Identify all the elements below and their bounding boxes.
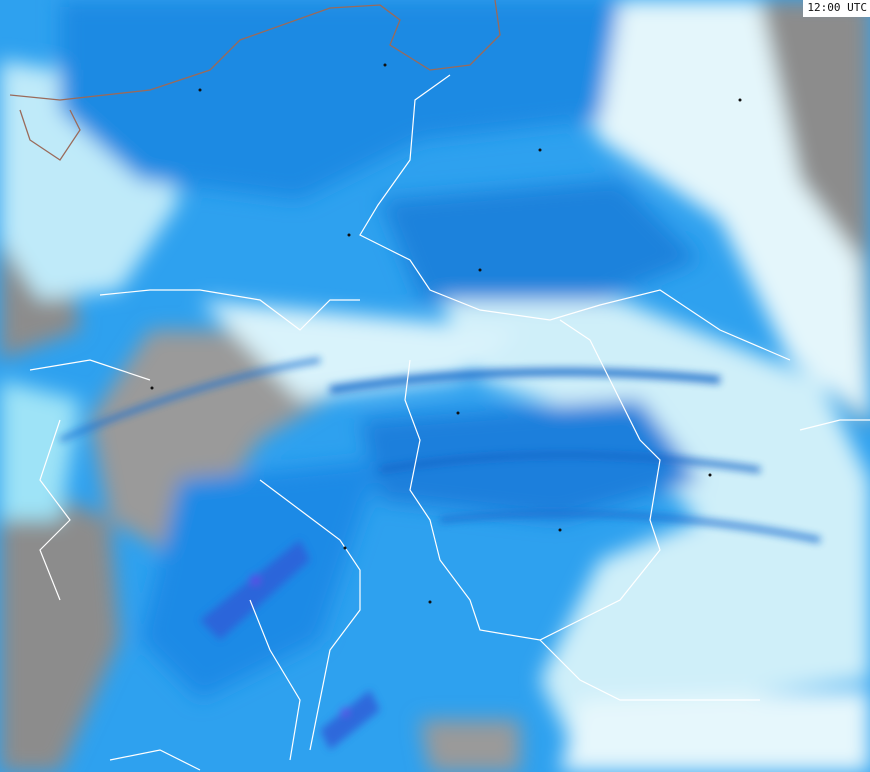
city-dots — [150, 63, 742, 604]
country-borders — [29, 74, 870, 771]
coastline — [9, 0, 501, 161]
no-data-area-southwest — [0, 470, 120, 772]
heavy-precip-streak — [200, 540, 310, 640]
time-label: 12:00 UTC — [803, 0, 870, 17]
